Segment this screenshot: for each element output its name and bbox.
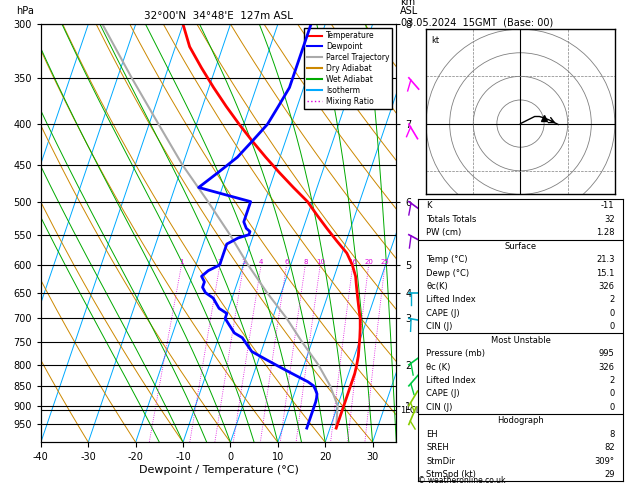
Text: 3: 3 [242,259,246,265]
Text: θᴄ(K): θᴄ(K) [426,282,448,291]
Text: -11: -11 [601,202,615,210]
Text: 1LCL: 1LCL [400,406,420,415]
Text: Lifted Index: Lifted Index [426,295,476,304]
Text: 0: 0 [610,403,615,412]
Text: 326: 326 [599,363,615,371]
Text: Most Unstable: Most Unstable [491,336,550,345]
Text: hPa: hPa [16,6,34,16]
Text: SREH: SREH [426,443,449,452]
Legend: Temperature, Dewpoint, Parcel Trajectory, Dry Adiabat, Wet Adiabat, Isotherm, Mi: Temperature, Dewpoint, Parcel Trajectory… [304,28,392,109]
Text: PW (cm): PW (cm) [426,228,462,237]
Text: 32: 32 [604,215,615,224]
Text: 0: 0 [610,389,615,399]
Text: 10: 10 [316,259,325,265]
Text: 326: 326 [599,282,615,291]
Text: 0: 0 [610,309,615,318]
Text: Hodograph: Hodograph [497,416,544,425]
Text: θᴄ (K): θᴄ (K) [426,363,451,371]
Text: Mixing Ratio (g/kg): Mixing Ratio (g/kg) [431,214,441,294]
Text: Pressure (mb): Pressure (mb) [426,349,486,358]
Title: 32°00'N  34°48'E  127m ASL: 32°00'N 34°48'E 127m ASL [144,11,293,21]
Text: CIN (J): CIN (J) [426,322,453,331]
Text: 20: 20 [364,259,373,265]
Text: 8: 8 [609,430,615,439]
Text: kt: kt [431,36,439,45]
Text: CIN (J): CIN (J) [426,403,453,412]
Text: Surface: Surface [504,242,537,251]
Text: 0: 0 [610,322,615,331]
Text: 25: 25 [381,259,389,265]
Text: 21.3: 21.3 [596,255,615,264]
Text: Totals Totals: Totals Totals [426,215,477,224]
Text: 82: 82 [604,443,615,452]
Text: 2: 2 [218,259,222,265]
Text: Temp (°C): Temp (°C) [426,255,468,264]
Text: 15.1: 15.1 [596,269,615,278]
Text: 2: 2 [610,376,615,385]
Text: 2: 2 [610,295,615,304]
Text: 1: 1 [179,259,184,265]
Text: CAPE (J): CAPE (J) [426,389,460,399]
Text: StmDir: StmDir [426,456,455,466]
Text: Lifted Index: Lifted Index [426,376,476,385]
Text: 03.05.2024  15GMT  (Base: 00): 03.05.2024 15GMT (Base: 00) [401,17,554,27]
Text: © weatheronline.co.uk: © weatheronline.co.uk [418,476,506,485]
Text: 1.28: 1.28 [596,228,615,237]
Text: 16: 16 [348,259,357,265]
Text: StmSpd (kt): StmSpd (kt) [426,470,476,479]
Text: 995: 995 [599,349,615,358]
Text: 4: 4 [259,259,264,265]
Text: km
ASL: km ASL [400,0,418,16]
Text: 6: 6 [284,259,289,265]
X-axis label: Dewpoint / Temperature (°C): Dewpoint / Temperature (°C) [138,465,299,475]
Text: Dewp (°C): Dewp (°C) [426,269,470,278]
Text: EH: EH [426,430,438,439]
Text: CAPE (J): CAPE (J) [426,309,460,318]
Text: 8: 8 [303,259,308,265]
Text: 309°: 309° [594,456,615,466]
Text: 29: 29 [604,470,615,479]
Text: K: K [426,202,432,210]
